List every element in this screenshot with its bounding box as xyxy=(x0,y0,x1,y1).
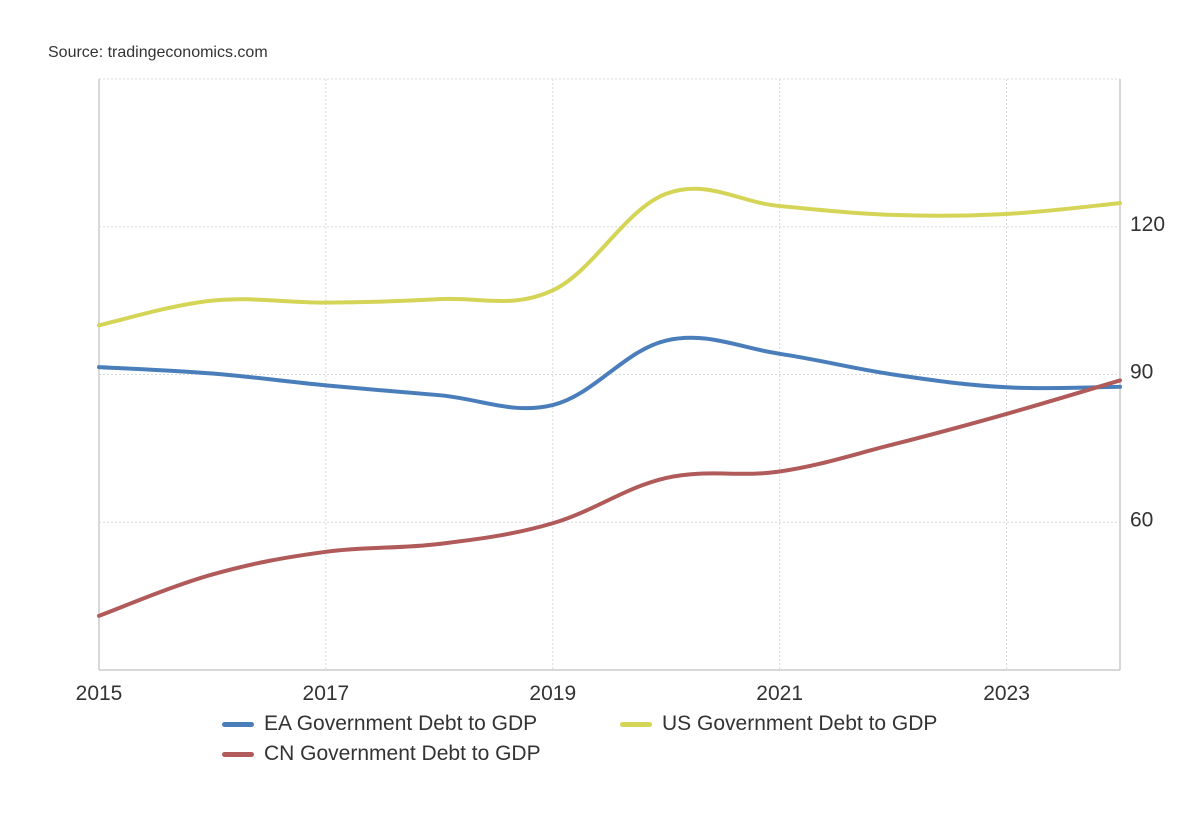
x-tick-label: 2023 xyxy=(983,682,1030,705)
tick-layer: 2015 2017 2019 2021 2023 60 90 120 xyxy=(76,213,1165,705)
source-label: Source: tradingeconomics.com xyxy=(48,44,268,61)
x-tick-label: 2019 xyxy=(529,682,576,705)
y-tick-label: 60 xyxy=(1130,508,1153,531)
series-line-cn xyxy=(97,378,1122,618)
series-line-ea xyxy=(97,335,1122,411)
series-line-us xyxy=(97,186,1122,328)
x-tick-label: 2017 xyxy=(303,682,350,705)
y-tick-label: 120 xyxy=(1130,213,1165,236)
x-tick-label: 2015 xyxy=(76,682,123,705)
axis-layer xyxy=(98,79,1121,671)
y-tick-label: 90 xyxy=(1130,361,1153,384)
x-tick-label: 2021 xyxy=(756,682,803,705)
series-layer xyxy=(97,186,1122,618)
